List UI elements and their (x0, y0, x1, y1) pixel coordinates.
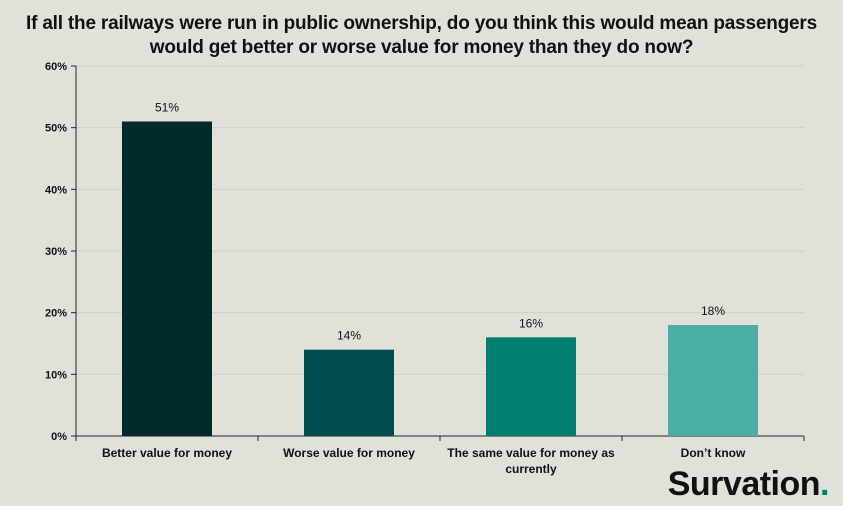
data-label: 14% (337, 329, 361, 343)
y-tick-label: 20% (45, 308, 67, 320)
bar (668, 325, 758, 436)
category-label: Don’t know (681, 446, 746, 460)
survation-logo: Survation. (667, 465, 830, 504)
category-label: Worse value for money (283, 446, 415, 460)
category-label: The same value for money as currently (447, 446, 615, 476)
data-label: 16% (519, 316, 543, 330)
chart-title: If all the railways were run in public o… (26, 13, 817, 58)
y-tick-label: 60% (45, 61, 67, 73)
bar (304, 349, 394, 436)
data-label: 18% (701, 304, 725, 318)
y-tick-label: 50% (45, 123, 67, 135)
category-label: Better value for money (102, 446, 232, 460)
y-tick-label: 40% (45, 184, 67, 196)
logo-text: Survation (667, 465, 821, 503)
bar (122, 121, 212, 436)
y-tick-label: 0% (51, 431, 67, 443)
y-tick-label: 10% (45, 369, 67, 381)
logo-dot: . (820, 465, 829, 503)
y-tick-label: 30% (45, 246, 67, 258)
data-label: 51% (155, 101, 179, 115)
bar (486, 337, 576, 436)
